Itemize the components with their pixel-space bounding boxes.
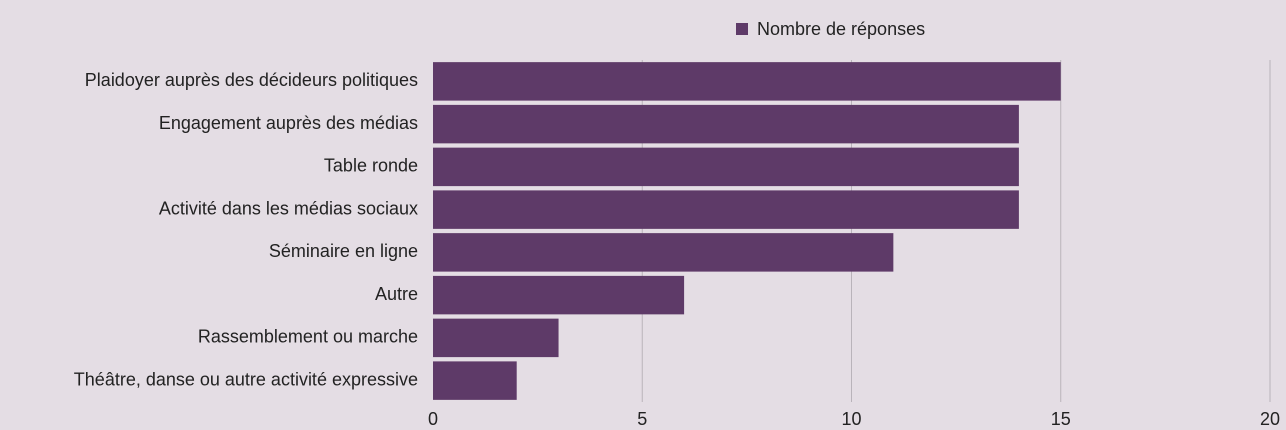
y-tick-label: Rassemblement ou marche: [198, 327, 418, 347]
x-tick-label: 5: [637, 409, 647, 429]
x-tick-label: 15: [1051, 409, 1071, 429]
x-tick-label: 10: [841, 409, 861, 429]
x-tick-label: 20: [1260, 409, 1280, 429]
bar: [433, 318, 559, 358]
bar: [433, 275, 685, 315]
bar: [433, 104, 1019, 144]
legend-swatch: [736, 23, 748, 35]
bar: [433, 147, 1019, 187]
y-tick-label: Séminaire en ligne: [269, 241, 418, 261]
bar: [433, 361, 517, 400]
legend-label: Nombre de réponses: [757, 19, 925, 39]
bar: [433, 233, 894, 272]
y-tick-label: Théâtre, danse ou autre activité express…: [74, 369, 418, 389]
y-tick-label: Activité dans les médias sociaux: [159, 198, 418, 218]
y-tick-label: Plaidoyer auprès des décideurs politique…: [85, 70, 418, 90]
y-tick-label: Engagement auprès des médias: [159, 113, 418, 133]
y-tick-label: Autre: [375, 284, 418, 304]
bar: [433, 62, 1061, 101]
bar: [433, 190, 1019, 229]
x-tick-label: 0: [428, 409, 438, 429]
y-tick-label: Table ronde: [324, 156, 418, 176]
